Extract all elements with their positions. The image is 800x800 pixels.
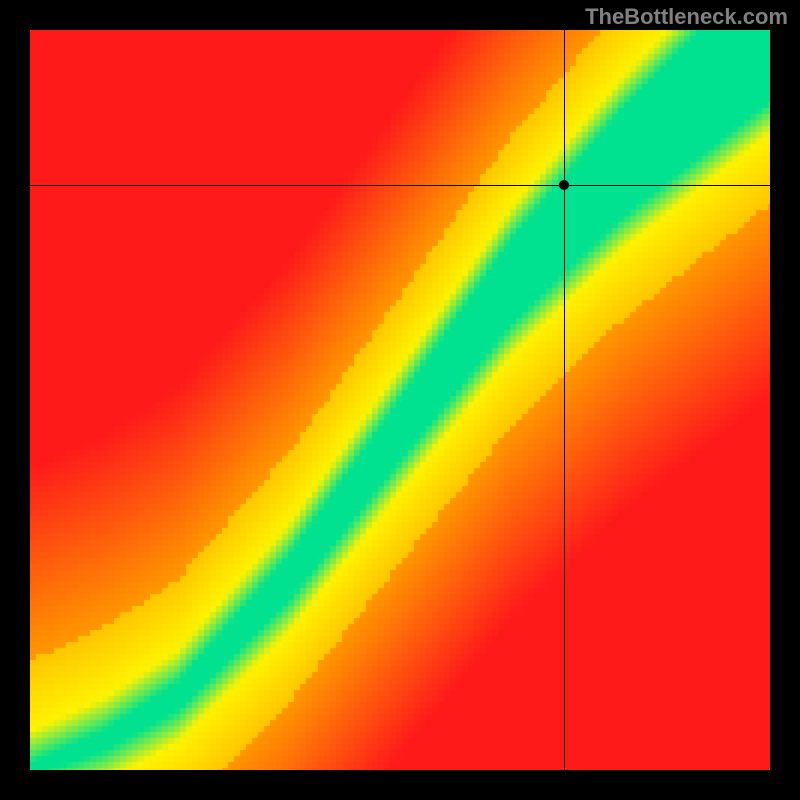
bottleneck-heatmap-plot — [30, 30, 770, 770]
crosshair-vertical — [564, 30, 565, 770]
selection-marker — [559, 180, 569, 190]
heatmap-canvas — [30, 30, 770, 770]
watermark-text: TheBottleneck.com — [585, 4, 788, 30]
crosshair-horizontal — [30, 185, 770, 186]
